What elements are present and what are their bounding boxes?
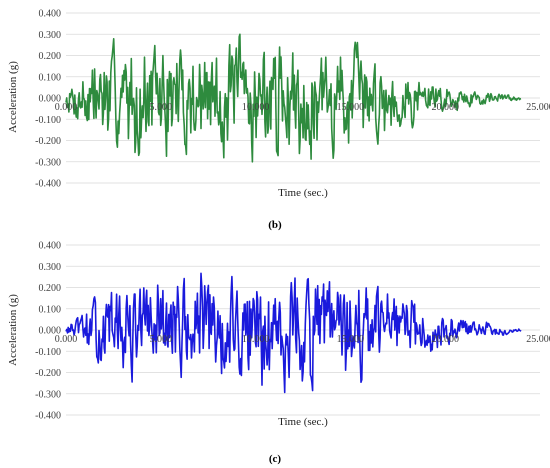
x-axis-title: Time (sec.) bbox=[278, 416, 328, 428]
y-tick-label: -0.100 bbox=[35, 115, 61, 126]
series-line bbox=[65, 33, 522, 163]
y-axis-title: Acceleration (g) bbox=[7, 61, 19, 133]
x-tick-label: 5.000 bbox=[150, 102, 173, 113]
y-tick-label: 0.400 bbox=[39, 9, 62, 20]
y-tick-label: 0.000 bbox=[39, 94, 62, 105]
chart-panel-b: 0.400 0.300 0.200 0.100 0.000 -0.100 -0.200 -0.… bbox=[7, 9, 550, 232]
x-tick-label: 20.000 bbox=[431, 334, 459, 345]
y-tick-label: -0.100 bbox=[35, 347, 61, 358]
x-axis-title: Time (sec.) bbox=[278, 187, 328, 199]
y-tick-label: 0.300 bbox=[39, 30, 62, 41]
y-tick-label: -0.400 bbox=[35, 179, 61, 190]
y-tick-label: -0.300 bbox=[35, 157, 61, 168]
y-tick-label: 0.200 bbox=[39, 51, 62, 62]
series-layer bbox=[65, 33, 522, 163]
gridlines bbox=[66, 244, 540, 416]
x-tick-label: 25.000 bbox=[526, 102, 550, 113]
x-tick-label: 15.000 bbox=[337, 334, 365, 345]
panel-label-b: (b) bbox=[268, 219, 282, 231]
x-tick-label: 15.000 bbox=[337, 102, 365, 113]
y-tick-label: -0.200 bbox=[35, 136, 61, 147]
y-axis-title: Acceleration (g) bbox=[7, 294, 19, 366]
x-tick-labels: 0.000 5.000 10.000 15.000 20.000 25.000 bbox=[55, 334, 550, 345]
x-tick-label: 0.000 bbox=[55, 334, 78, 345]
y-tick-label: 0.400 bbox=[39, 241, 62, 252]
x-tick-labels: 0.000 5.000 10.000 15.000 20.000 25.000 bbox=[55, 102, 550, 113]
x-tick-label: 10.000 bbox=[242, 334, 270, 345]
y-tick-label: -0.400 bbox=[35, 411, 61, 422]
x-tick-label: 10.000 bbox=[242, 102, 270, 113]
y-tick-label: -0.300 bbox=[35, 389, 61, 400]
y-tick-label: 0.100 bbox=[39, 72, 62, 83]
x-tick-label: 0.000 bbox=[55, 102, 78, 113]
y-tick-label: 0.200 bbox=[39, 283, 62, 294]
panel-label-c: (c) bbox=[269, 453, 282, 465]
y-tick-label: 0.100 bbox=[39, 304, 62, 315]
y-tick-labels: 0.400 0.300 0.200 0.100 0.000 -0.100 -0.200 -0.… bbox=[35, 9, 61, 190]
y-tick-label: 0.000 bbox=[39, 326, 62, 337]
y-tick-labels: 0.400 0.300 0.200 0.100 0.000 -0.100 -0.200 -0.… bbox=[35, 241, 61, 422]
series-line bbox=[65, 272, 522, 394]
y-tick-label: -0.200 bbox=[35, 368, 61, 379]
y-tick-label: 0.300 bbox=[39, 262, 62, 273]
series-layer bbox=[65, 272, 522, 394]
x-tick-label: 20.000 bbox=[431, 102, 459, 113]
x-tick-label: 5.000 bbox=[150, 334, 173, 345]
chart-panel-c: 0.400 0.300 0.200 0.100 0.000 -0.100 -0.200 -0.… bbox=[7, 241, 550, 466]
x-tick-label: 25.000 bbox=[526, 334, 550, 345]
